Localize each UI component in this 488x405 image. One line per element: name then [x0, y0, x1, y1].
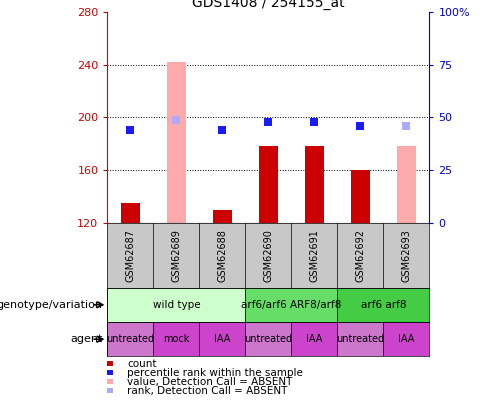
Text: IAA: IAA [398, 334, 415, 344]
Bar [245, 322, 291, 356]
Text: untreated: untreated [336, 334, 385, 344]
Bar [337, 288, 429, 322]
Text: IAA: IAA [306, 334, 323, 344]
Text: arf6 arf8: arf6 arf8 [361, 300, 406, 310]
Point [219, 127, 226, 133]
Point [357, 123, 365, 129]
Title: GDS1408 / 254155_at: GDS1408 / 254155_at [192, 0, 345, 10]
Text: agent: agent [70, 334, 102, 344]
Text: GSM62690: GSM62690 [264, 229, 273, 281]
Text: GSM62693: GSM62693 [402, 229, 411, 281]
Bar [259, 146, 278, 223]
Bar [167, 62, 185, 223]
Text: untreated: untreated [106, 334, 154, 344]
Bar [305, 146, 324, 223]
Bar [200, 322, 245, 356]
Text: GSM62688: GSM62688 [217, 229, 227, 281]
Bar [153, 322, 200, 356]
Point [403, 123, 410, 129]
Point [310, 118, 318, 125]
Point [264, 118, 272, 125]
Bar [384, 322, 429, 356]
Bar [337, 322, 384, 356]
Text: GSM62687: GSM62687 [125, 229, 135, 281]
Text: value, Detection Call = ABSENT: value, Detection Call = ABSENT [127, 377, 292, 387]
Text: GSM62689: GSM62689 [171, 229, 182, 281]
Text: GSM62691: GSM62691 [309, 229, 320, 281]
Point [172, 116, 180, 123]
Text: wild type: wild type [153, 300, 200, 310]
Point [126, 127, 134, 133]
Bar [245, 288, 337, 322]
Text: rank, Detection Call = ABSENT: rank, Detection Call = ABSENT [127, 386, 287, 396]
Text: IAA: IAA [214, 334, 230, 344]
Bar [121, 203, 140, 223]
Bar [397, 146, 416, 223]
Bar [213, 209, 232, 223]
Text: GSM62692: GSM62692 [355, 229, 366, 281]
Bar [107, 288, 245, 322]
Text: genotype/variation: genotype/variation [0, 300, 102, 310]
Text: percentile rank within the sample: percentile rank within the sample [127, 368, 303, 377]
Bar [351, 170, 369, 223]
Bar [107, 322, 153, 356]
Text: untreated: untreated [244, 334, 292, 344]
Bar [291, 322, 337, 356]
Text: mock: mock [163, 334, 189, 344]
Text: count: count [127, 358, 156, 369]
Text: arf6/arf6 ARF8/arf8: arf6/arf6 ARF8/arf8 [241, 300, 342, 310]
